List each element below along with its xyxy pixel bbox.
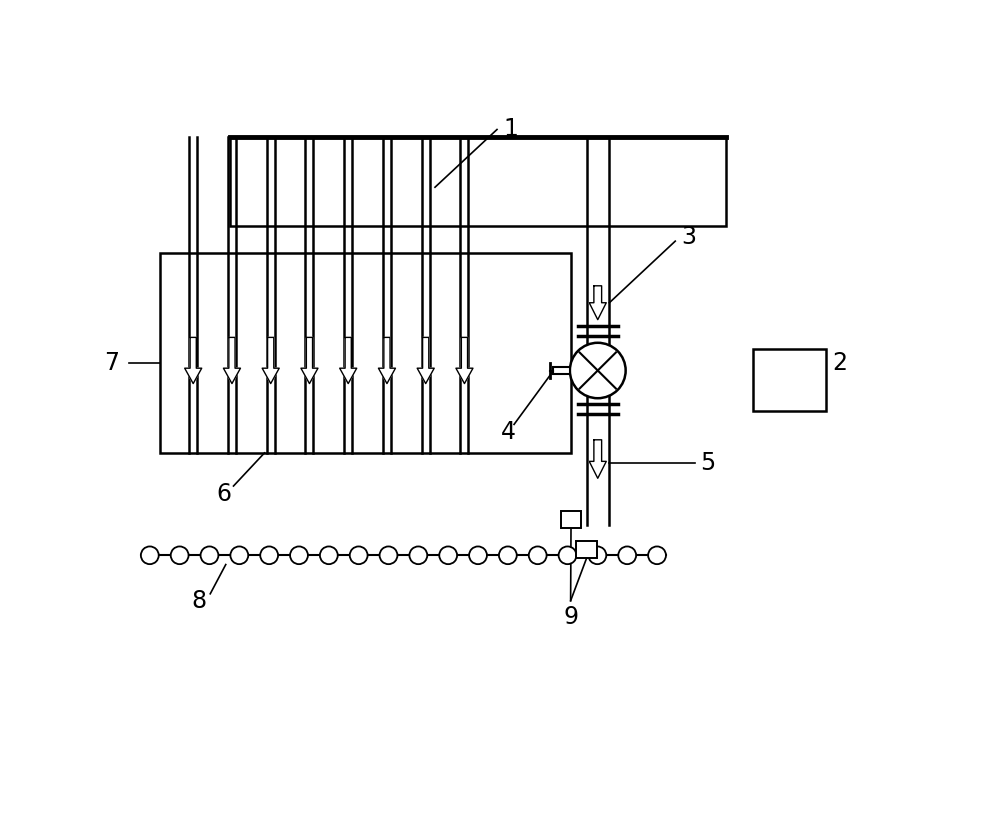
Polygon shape <box>262 337 279 384</box>
Text: 4: 4 <box>501 420 516 444</box>
Circle shape <box>141 547 159 564</box>
Polygon shape <box>340 337 357 384</box>
Circle shape <box>529 547 547 564</box>
Circle shape <box>409 547 427 564</box>
Polygon shape <box>417 337 434 384</box>
Text: 3: 3 <box>681 225 696 250</box>
Circle shape <box>618 547 636 564</box>
Circle shape <box>570 343 626 398</box>
Text: 8: 8 <box>191 589 206 614</box>
Polygon shape <box>223 337 240 384</box>
Circle shape <box>380 547 397 564</box>
Bar <box>576 542 597 558</box>
Text: 1: 1 <box>503 118 518 141</box>
Polygon shape <box>456 337 473 384</box>
Circle shape <box>230 547 248 564</box>
Bar <box>230 137 726 226</box>
Bar <box>553 366 570 375</box>
Circle shape <box>260 547 278 564</box>
Circle shape <box>320 547 338 564</box>
Circle shape <box>171 547 189 564</box>
Polygon shape <box>589 286 606 320</box>
Circle shape <box>201 547 218 564</box>
Circle shape <box>648 547 666 564</box>
Text: 5: 5 <box>700 451 715 475</box>
Text: 2: 2 <box>832 351 847 375</box>
Polygon shape <box>301 337 318 384</box>
Circle shape <box>588 547 606 564</box>
Bar <box>160 253 571 453</box>
Polygon shape <box>185 337 202 384</box>
Polygon shape <box>589 440 606 478</box>
Circle shape <box>469 547 487 564</box>
Bar <box>753 349 826 410</box>
Circle shape <box>559 547 576 564</box>
Text: 6: 6 <box>217 481 232 506</box>
Polygon shape <box>378 337 395 384</box>
Circle shape <box>439 547 457 564</box>
Circle shape <box>499 547 517 564</box>
Circle shape <box>350 547 368 564</box>
Text: 9: 9 <box>563 605 578 628</box>
Text: 7: 7 <box>104 351 119 375</box>
Circle shape <box>290 547 308 564</box>
Bar <box>561 511 581 528</box>
